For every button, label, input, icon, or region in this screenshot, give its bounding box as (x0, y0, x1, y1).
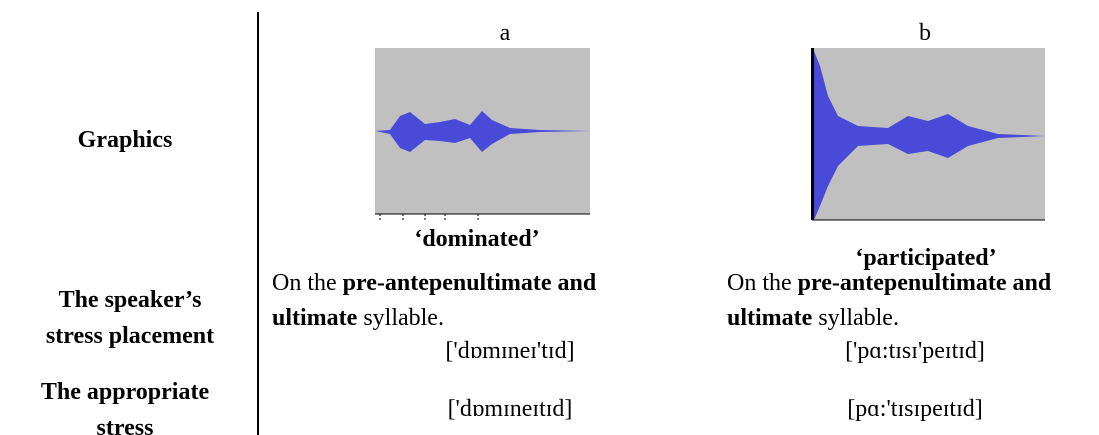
page: Graphics The speaker’s stress placement … (0, 0, 1099, 435)
cell: On the pre-antepenultimate and ultimate … (272, 266, 602, 336)
row-label: The speaker’s stress placement (40, 282, 220, 354)
cell: On the pre-antepenultimate and ultimate … (727, 266, 1057, 336)
row-label: Graphics (10, 122, 240, 158)
ipa: ['dɒmɪneɪtɪd] (360, 396, 660, 423)
row-label: The appropriate stress (25, 374, 225, 435)
text: syllable. (357, 305, 444, 331)
ticks (380, 214, 478, 222)
clip: The appropriate stress (10, 374, 240, 435)
column-header: a (455, 20, 555, 47)
ipa: ['dɒmɪneɪ'tɪd] (360, 338, 660, 365)
text: syllable. (812, 305, 899, 331)
caption: ‘dominated’ (327, 226, 627, 253)
waveform-b (808, 46, 1048, 226)
text: On the (272, 270, 343, 296)
column-header: b (875, 20, 975, 47)
waveform-a (370, 46, 600, 226)
text: On the (727, 270, 798, 296)
cursor (811, 48, 814, 220)
divider (257, 12, 259, 435)
ipa: [pɑ:'tɪsɪpeɪtɪd] (765, 396, 1065, 423)
ipa: ['pɑ:tɪsɪ'peɪtɪd] (765, 338, 1065, 365)
